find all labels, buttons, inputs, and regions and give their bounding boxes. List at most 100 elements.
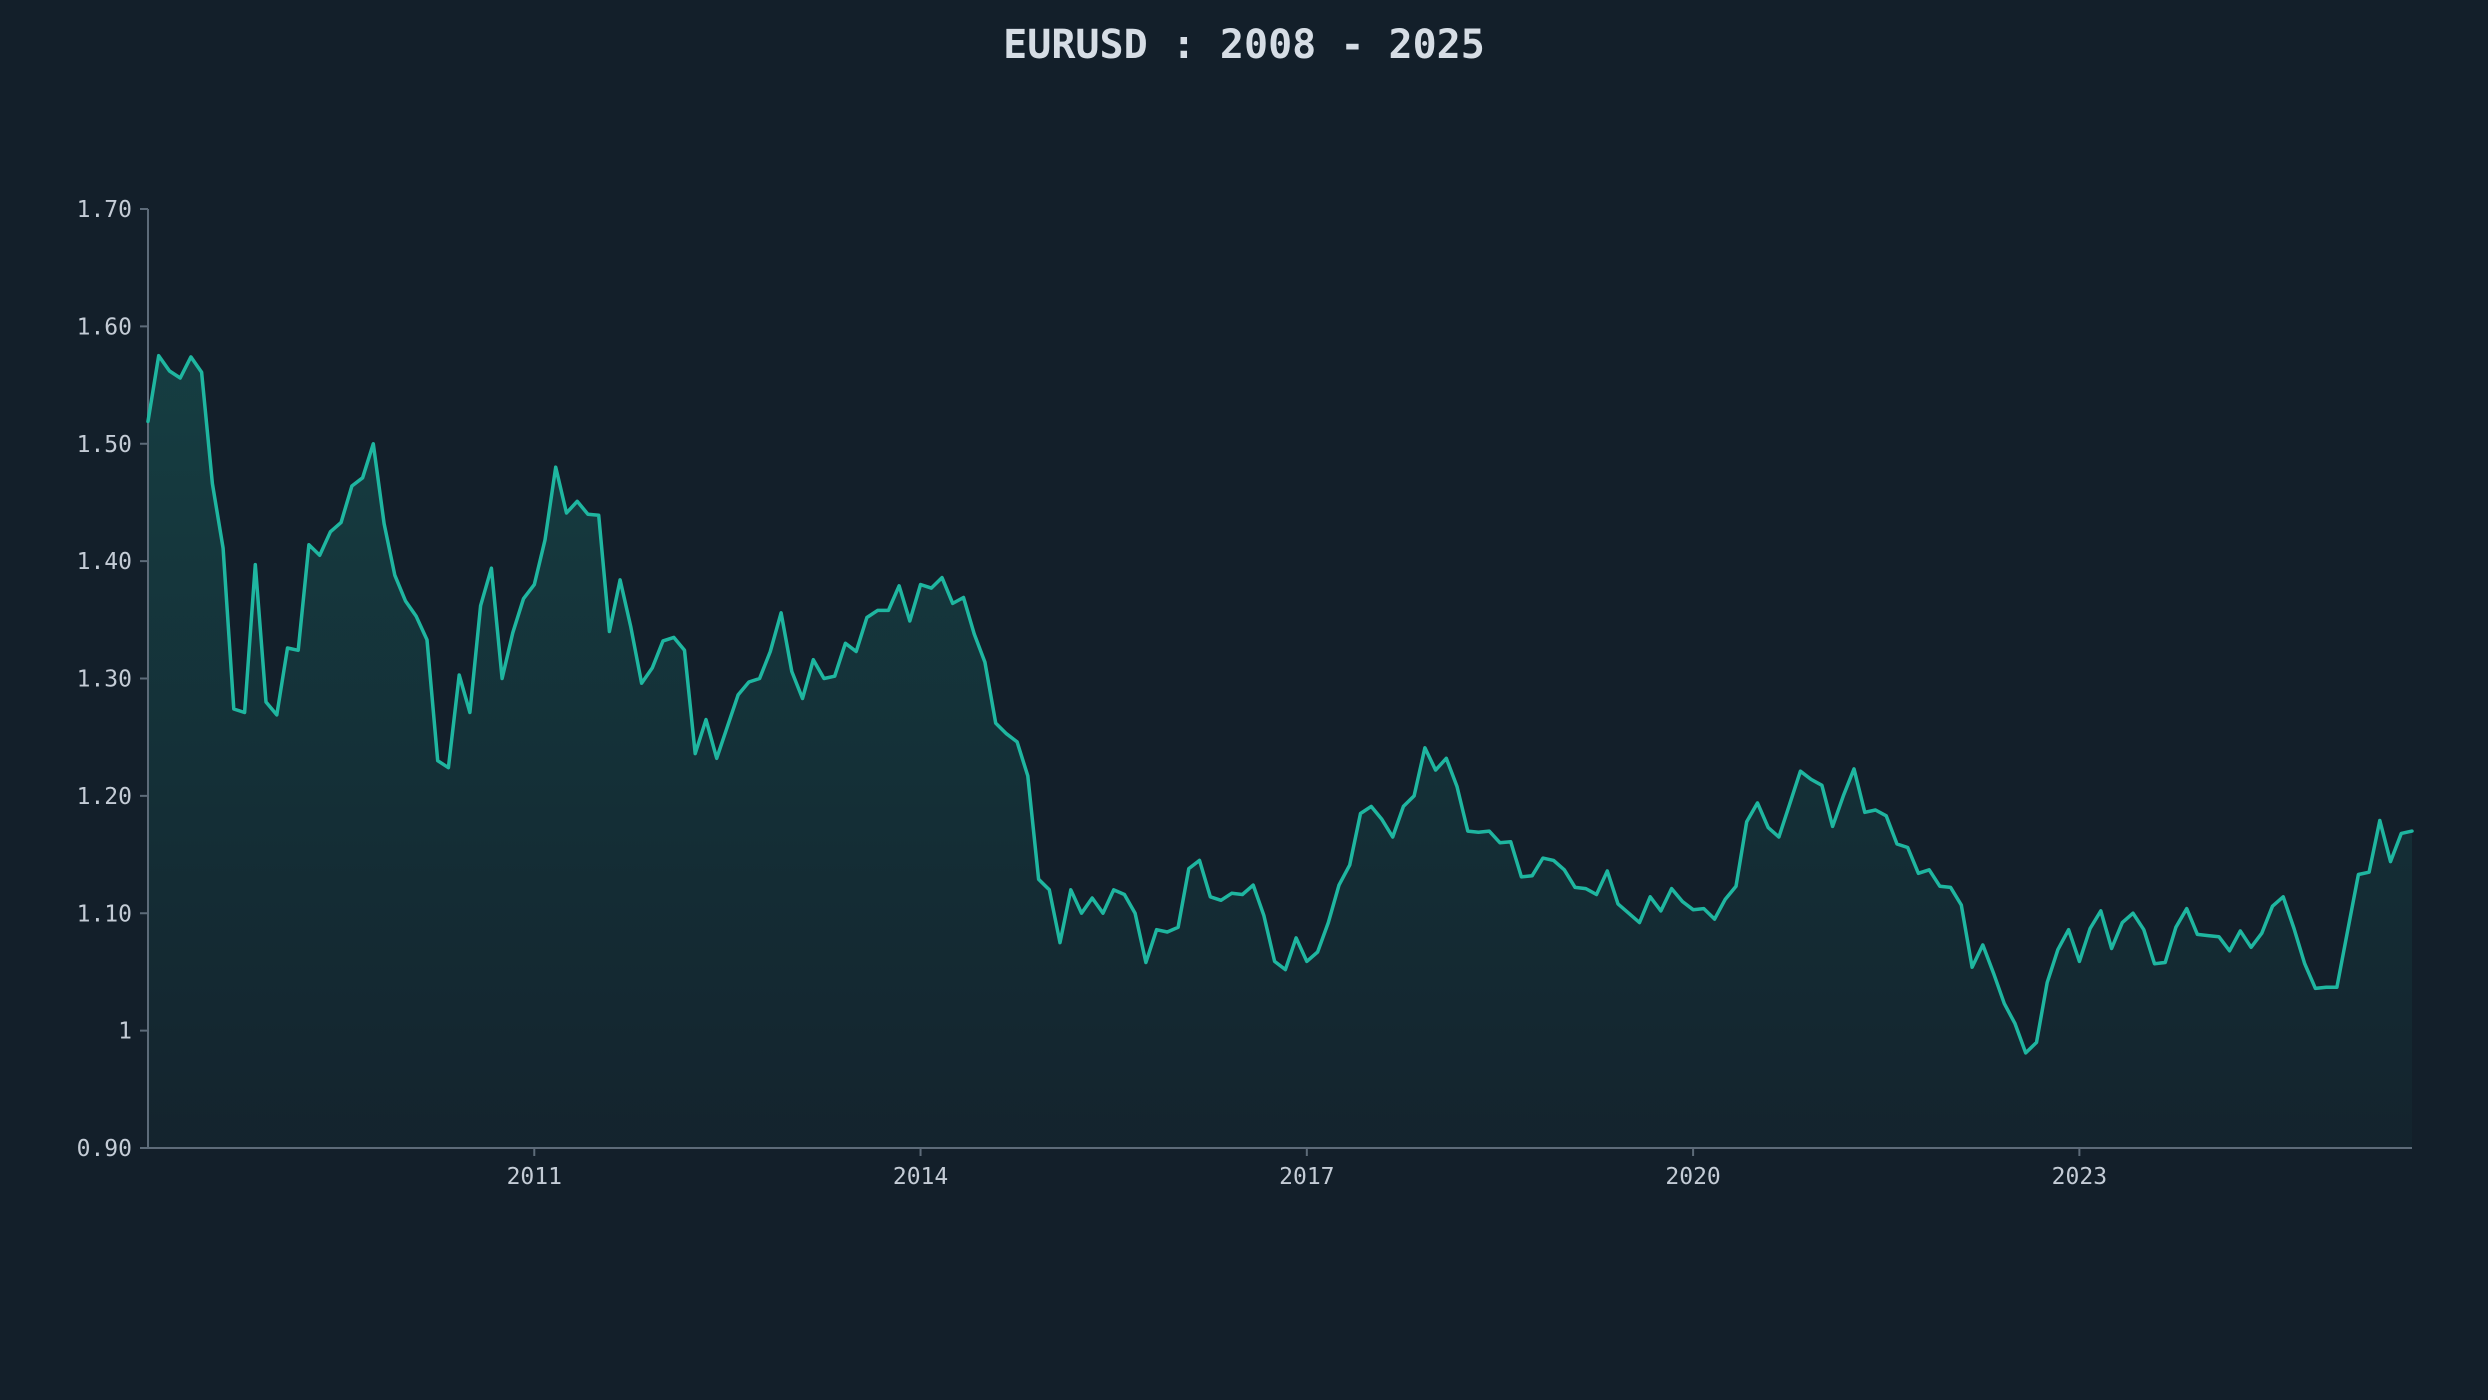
data-point <box>1198 858 1202 862</box>
data-point <box>189 355 193 359</box>
data-point <box>629 625 633 629</box>
data-point <box>2313 986 2317 990</box>
data-point <box>1605 869 1609 873</box>
data-point <box>597 513 601 517</box>
data-point <box>1187 867 1191 871</box>
data-point <box>1240 892 1244 896</box>
data-point <box>661 639 665 643</box>
data-point <box>2131 911 2135 915</box>
data-point <box>586 512 590 516</box>
data-point <box>1616 902 1620 906</box>
data-point <box>1734 884 1738 888</box>
data-point <box>1251 883 1255 887</box>
data-point <box>1777 835 1781 839</box>
data-point <box>1316 950 1320 954</box>
data-point <box>468 711 472 715</box>
data-point <box>425 638 429 642</box>
data-point <box>972 632 976 636</box>
data-point <box>1047 888 1051 892</box>
data-point <box>328 530 332 534</box>
data-point <box>1766 826 1770 830</box>
data-point <box>457 673 461 677</box>
y-tick-label: 1 <box>118 1019 132 1045</box>
data-point <box>747 680 751 684</box>
data-point <box>1541 856 1545 860</box>
data-point <box>961 596 965 600</box>
data-point <box>1133 911 1137 915</box>
data-point <box>1294 936 1298 940</box>
data-point <box>2399 831 2403 835</box>
data-point <box>607 630 611 634</box>
data-point <box>1015 740 1019 744</box>
data-point <box>1713 917 1717 921</box>
data-point <box>2110 946 2114 950</box>
data-point <box>1112 888 1116 892</box>
data-point <box>350 484 354 488</box>
data-point <box>768 650 772 654</box>
data-point <box>522 597 526 601</box>
data-point <box>2228 949 2232 953</box>
data-point <box>704 718 708 722</box>
data-point <box>1477 830 1481 834</box>
data-point <box>543 538 547 542</box>
series-area-fill <box>148 355 2412 1148</box>
data-point <box>200 370 204 374</box>
data-point <box>672 635 676 639</box>
data-point <box>1981 943 1985 947</box>
data-point <box>307 543 311 547</box>
y-tick-label: 1.50 <box>77 432 132 458</box>
data-point <box>1949 885 1953 889</box>
data-point <box>371 442 375 446</box>
data-point <box>1219 898 1223 902</box>
data-point <box>1401 804 1405 808</box>
data-point <box>1358 811 1362 815</box>
data-point <box>983 660 987 664</box>
data-point <box>1595 892 1599 896</box>
data-point <box>2174 925 2178 929</box>
data-point <box>1326 921 1330 925</box>
data-point <box>500 677 504 681</box>
data-point <box>725 725 729 729</box>
y-tick-label: 1.40 <box>77 549 132 575</box>
data-point <box>1509 840 1513 844</box>
data-point <box>1380 817 1384 821</box>
data-point <box>715 756 719 760</box>
data-point <box>2195 932 2199 936</box>
data-point <box>2324 985 2328 989</box>
data-point <box>1852 767 1856 771</box>
data-point <box>564 511 568 515</box>
data-point <box>146 419 150 423</box>
data-point <box>446 766 450 770</box>
data-point <box>1101 911 1105 915</box>
data-point <box>865 615 869 619</box>
data-point <box>318 553 322 557</box>
data-point <box>253 563 257 567</box>
data-point <box>436 759 440 763</box>
data-point <box>1423 746 1427 750</box>
data-point <box>1895 842 1899 846</box>
data-point <box>1680 900 1684 904</box>
data-point <box>994 721 998 725</box>
data-point <box>1391 835 1395 839</box>
data-point <box>511 631 515 635</box>
data-point <box>1369 804 1373 808</box>
data-point <box>1455 784 1459 788</box>
data-point <box>1841 794 1845 798</box>
data-point <box>382 522 386 526</box>
data-point <box>790 669 794 673</box>
data-point <box>1412 794 1416 798</box>
data-point <box>1691 908 1695 912</box>
data-point <box>2142 928 2146 932</box>
data-point <box>758 677 762 681</box>
y-tick-label: 1.10 <box>77 901 132 927</box>
data-point <box>1584 887 1588 891</box>
data-point <box>1434 768 1438 772</box>
data-point <box>1884 814 1888 818</box>
data-point <box>2034 1040 2038 1044</box>
x-tick-label: 2020 <box>1665 1164 1720 1190</box>
data-point <box>736 693 740 697</box>
data-point <box>1874 808 1878 812</box>
data-point <box>1627 911 1631 915</box>
y-tick-label: 1.70 <box>77 197 132 223</box>
data-point <box>1305 959 1309 963</box>
